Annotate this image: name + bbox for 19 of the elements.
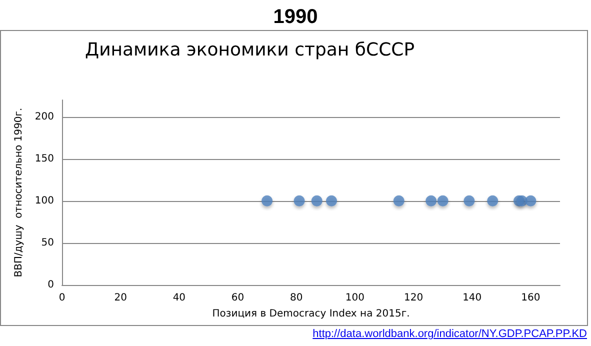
x-tick-label: 0 xyxy=(58,292,66,304)
y-tick-label: 0 xyxy=(48,280,54,290)
x-tick-label: 160 xyxy=(521,292,540,304)
y-tick-label: 50 xyxy=(41,237,54,248)
y-tick-label: 100 xyxy=(34,195,54,206)
x-tick-label: 120 xyxy=(404,292,424,304)
x-axis-title: Позиция в Democracy Index на 2015г. xyxy=(212,308,410,320)
x-tick-label: 40 xyxy=(172,292,186,304)
x-tick-label: 20 xyxy=(114,292,127,304)
y-tick-label: 150 xyxy=(34,153,54,164)
y-tick-label: 200 xyxy=(34,111,54,122)
x-tick-label: 80 xyxy=(290,292,303,304)
x-tick-label: 100 xyxy=(345,292,364,304)
x-tick-label: 60 xyxy=(231,292,244,304)
y-axis-title: ВВП/душу относительно 1990г. xyxy=(14,108,25,278)
chart-subtitle: Динамика экономики стран бСССР xyxy=(85,40,415,60)
chart-title: 1990 xyxy=(273,6,318,28)
x-tick-label: 140 xyxy=(462,292,482,304)
text: http://data.worldbank.org/indicator/NY.GDP.PCAP.PP.KD xyxy=(312,328,587,340)
